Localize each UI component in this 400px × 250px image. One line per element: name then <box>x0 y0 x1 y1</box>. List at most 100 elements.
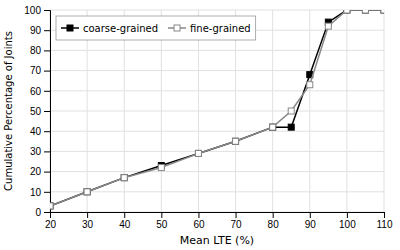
tick: 0 <box>35 207 50 218</box>
tick: 20 <box>45 212 57 230</box>
tick-label: 30 <box>30 146 42 157</box>
tick-label: 40 <box>119 219 131 230</box>
tick-mark <box>44 10 50 11</box>
legend-label: fine-grained <box>190 23 251 34</box>
point <box>233 138 239 144</box>
tick: 60 <box>193 212 205 230</box>
grid-line-y <box>50 191 384 192</box>
point <box>121 175 127 181</box>
tick-mark <box>44 71 50 72</box>
legend-item: fine-grained <box>168 23 251 34</box>
point-shape <box>307 82 313 88</box>
tick: 10 <box>30 187 50 198</box>
legend-marker <box>174 25 180 31</box>
tick-mark <box>44 212 50 213</box>
point <box>270 124 276 130</box>
legend-label: coarse-grained <box>83 23 158 34</box>
tick: 50 <box>156 212 168 230</box>
point-shape <box>50 203 53 209</box>
tick-label: 40 <box>30 126 42 137</box>
point-shape <box>362 10 368 13</box>
tick-mark <box>44 192 50 193</box>
legend-item: coarse-grained <box>61 23 158 34</box>
tick-mark <box>310 212 311 218</box>
point-shape <box>121 175 127 181</box>
point <box>344 10 350 13</box>
tick: 30 <box>82 212 94 230</box>
axis-line <box>51 213 385 219</box>
legend-marker-shape <box>174 25 180 31</box>
tick-label: 50 <box>30 106 42 117</box>
grid-line-y <box>50 131 384 132</box>
series-line <box>50 10 384 206</box>
grid-line-y <box>50 10 384 11</box>
point-shape <box>344 10 350 13</box>
point-shape <box>50 203 53 209</box>
tick: 30 <box>30 146 50 157</box>
tick-label: 0 <box>35 207 41 218</box>
grid-line-y <box>50 50 384 51</box>
tick-mark <box>44 172 50 173</box>
point <box>325 23 331 29</box>
tick-label: 90 <box>30 25 42 36</box>
tick-mark <box>198 212 199 218</box>
point-shape <box>325 23 331 29</box>
y-axis: 0102030405060708090100 <box>24 5 50 218</box>
tick-mark <box>236 212 237 218</box>
tick-label: 110 <box>377 219 393 230</box>
point <box>121 175 127 181</box>
point <box>381 10 384 13</box>
point <box>307 82 313 88</box>
tick-label: 60 <box>193 219 205 230</box>
point-shape <box>344 10 350 13</box>
point-shape <box>270 124 276 130</box>
tick-mark <box>124 212 125 218</box>
point-shape <box>233 138 239 144</box>
tick-mark <box>44 111 50 112</box>
y-axis-title: Cumulative Percentage of Joints <box>3 31 14 191</box>
tick-label: 60 <box>30 86 42 97</box>
tick-mark <box>44 30 50 31</box>
x-axis: 2030405060708090100110 <box>45 212 393 230</box>
tick: 40 <box>30 126 50 137</box>
tick-label: 50 <box>156 219 168 230</box>
legend-marker-shape <box>67 25 73 31</box>
point-shape <box>84 189 90 195</box>
point-shape <box>158 165 164 171</box>
grid-line-y <box>50 171 384 172</box>
point <box>50 203 53 209</box>
marks <box>50 10 384 209</box>
tick: 100 <box>339 212 356 230</box>
tick-label: 80 <box>30 45 42 56</box>
grid-line-y <box>50 111 384 112</box>
point <box>381 10 384 13</box>
grid-line-y <box>50 151 384 152</box>
point <box>344 10 350 13</box>
tick: 110 <box>377 212 393 230</box>
grid-line-y <box>50 90 384 91</box>
point <box>288 124 294 130</box>
tick-label: 80 <box>268 219 280 230</box>
tick-label: 10 <box>30 187 42 198</box>
point-shape <box>195 150 201 156</box>
tick: 50 <box>30 106 50 117</box>
tick: 40 <box>119 212 131 230</box>
grid <box>50 10 384 212</box>
tick-mark <box>273 212 274 218</box>
point-shape <box>288 108 294 114</box>
tick-mark <box>384 212 385 218</box>
tick-label: 20 <box>30 166 42 177</box>
point-shape <box>381 10 384 13</box>
tick: 60 <box>30 86 50 97</box>
tick: 70 <box>230 212 242 230</box>
tick: 20 <box>30 166 50 177</box>
point-shape <box>121 175 127 181</box>
point <box>158 165 164 171</box>
tick-label: 70 <box>230 219 242 230</box>
point <box>195 150 201 156</box>
point <box>50 203 53 209</box>
tick-label: 70 <box>30 65 42 76</box>
tick-mark <box>44 91 50 92</box>
point-shape <box>381 10 384 13</box>
plot: 2030405060708090100110010203040506070809… <box>24 5 393 230</box>
